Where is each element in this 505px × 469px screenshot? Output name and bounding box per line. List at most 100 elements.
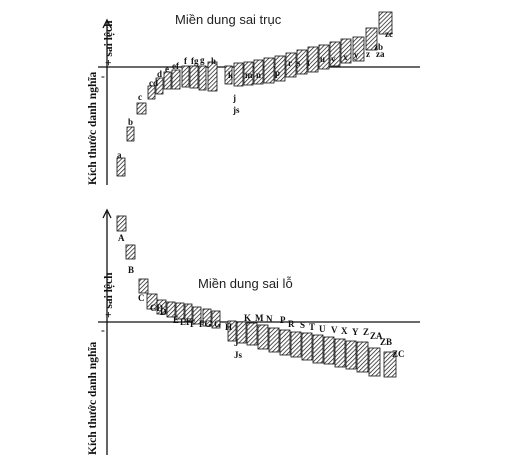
shaft-bar-t (285, 52, 297, 78)
hole-deviation-label: + sai lệch (103, 272, 115, 318)
hole-axis-arrow (102, 208, 112, 219)
shaft-bar-label-t: t (307, 58, 310, 68)
hole-bar-label-zc: ZC (392, 349, 405, 359)
shaft-bar-label-ef: ef (172, 61, 180, 71)
hole-zero-mark-js: Js (234, 350, 243, 360)
hole-bar-label-p: P (280, 315, 286, 325)
hole-bar-k (227, 320, 237, 342)
shaft-bar-n (243, 61, 254, 86)
hole-bar-m (236, 321, 247, 344)
shaft-bar-zc (378, 11, 393, 35)
shaft-bars (116, 11, 393, 177)
shaft-axis-arrow (102, 18, 112, 29)
shaft-bar-label-b: b (128, 117, 133, 127)
hole-bar-b (125, 244, 136, 260)
hole-bar-s (279, 329, 291, 356)
hole-bar-label-b: B (128, 265, 134, 275)
hole-bar-t (290, 331, 302, 358)
hole-bar-label-r: R (288, 319, 295, 329)
shaft-bar-p (253, 59, 264, 85)
shaft-bar-m (233, 62, 244, 87)
shaft-zero-mark-j: j (232, 93, 236, 103)
shaft-bar-v (307, 46, 319, 73)
shaft-bar-label-n: n (256, 70, 261, 80)
shaft-bar-label-za: za (376, 49, 385, 59)
hole-bar-f (184, 303, 193, 322)
shaft-bar-label-k: k (228, 70, 233, 80)
shaft-bar-label-v: v (331, 54, 336, 64)
hole-bar-zc (383, 351, 397, 378)
hole-bar-label-u: U (319, 324, 326, 334)
hole-bar-label-y: Y (352, 327, 359, 337)
shaft-bar-label-s: s (297, 58, 301, 68)
hole-bar-label-cd: CD (150, 303, 163, 313)
shaft-bar-x (318, 44, 330, 70)
hole-minus-sign: - (101, 325, 105, 337)
hole-bar-label-z: Z (363, 327, 369, 337)
hole-bar-zb (368, 347, 381, 377)
hole-panel: Miền dung sai lỗ Kích thước danh nghĩa +… (87, 208, 420, 455)
shaft-bar-label-g: g (200, 55, 205, 65)
shaft-bar-label-a: a (117, 150, 122, 160)
hole-bar-label-k: K (244, 313, 251, 323)
hole-bar-h (211, 310, 221, 329)
shaft-bar-label-x: x (343, 52, 348, 62)
shaft-bar-fg (189, 65, 199, 89)
hole-bar-label-d: D (160, 307, 167, 317)
shaft-bar-g (198, 65, 207, 91)
hole-bar-label-n: N (266, 314, 273, 324)
hole-bar-label-f: F (190, 319, 196, 329)
hole-bar-v (312, 334, 324, 364)
shaft-bar-e (163, 71, 172, 90)
hole-bar-n (246, 322, 258, 346)
hole-bar-label-zb: ZB (380, 337, 392, 347)
hole-bar-label-h: H (225, 322, 232, 332)
shaft-bar-zb (365, 27, 378, 51)
shaft-bar-label-h: h (211, 56, 216, 66)
shaft-bar-z (340, 38, 352, 64)
hole-bar-g (202, 308, 212, 327)
hole-bar-za (356, 341, 369, 373)
hole-bar-label-g: G (214, 319, 221, 329)
shaft-bar-label-f: f (184, 56, 188, 66)
hole-bar-label-m: M (255, 313, 264, 323)
shaft-bar-s (274, 55, 286, 82)
shaft-axis-label: Kích thước danh nghĩa (87, 71, 99, 185)
hole-bar-u (301, 332, 313, 361)
hole-bar-p (257, 324, 269, 350)
shaft-bar-label-c: c (138, 92, 142, 102)
hole-bar-label-ef: EF (180, 317, 192, 327)
shaft-bar-label-m: m (245, 70, 253, 80)
shaft-bar-label-e: e (165, 64, 169, 74)
hole-zero-mark-j: J (234, 338, 239, 348)
hole-bar-r (268, 327, 280, 353)
shaft-bar-f (181, 65, 190, 88)
shaft-panel: Miền dung sai trục Kích thước danh nghĩa… (87, 11, 420, 185)
shaft-bar-h (207, 61, 218, 92)
shaft-zero-mark-js: js (232, 105, 240, 115)
hole-bar-d (156, 299, 167, 315)
hole-bar-ef (175, 302, 185, 320)
shaft-bar-d (155, 77, 164, 95)
shaft-panel-title: Miền dung sai trục (175, 12, 282, 27)
shaft-bar-y (329, 41, 341, 67)
hole-bar-fg (192, 306, 202, 325)
shaft-bar-label-y: y (354, 50, 359, 60)
shaft-bar-label-zb: zb (374, 42, 383, 52)
hole-bar-x (323, 336, 335, 365)
hole-bar-label-s: S (300, 320, 305, 330)
hole-bar-label-e: E (173, 315, 179, 325)
shaft-bar-r (263, 57, 275, 84)
hole-axis-label: Kích thước danh nghĩa (87, 341, 99, 455)
shaft-bar-b (126, 126, 135, 142)
shaft-bar-za (352, 36, 365, 62)
shaft-bar-label-zc: zc (385, 29, 393, 39)
shaft-bar-c (136, 102, 147, 115)
hole-bar-a (116, 215, 127, 232)
hole-bar-y (334, 338, 346, 368)
hole-bar-label-c: C (138, 293, 145, 303)
shaft-bar-label-d: d (157, 69, 162, 79)
